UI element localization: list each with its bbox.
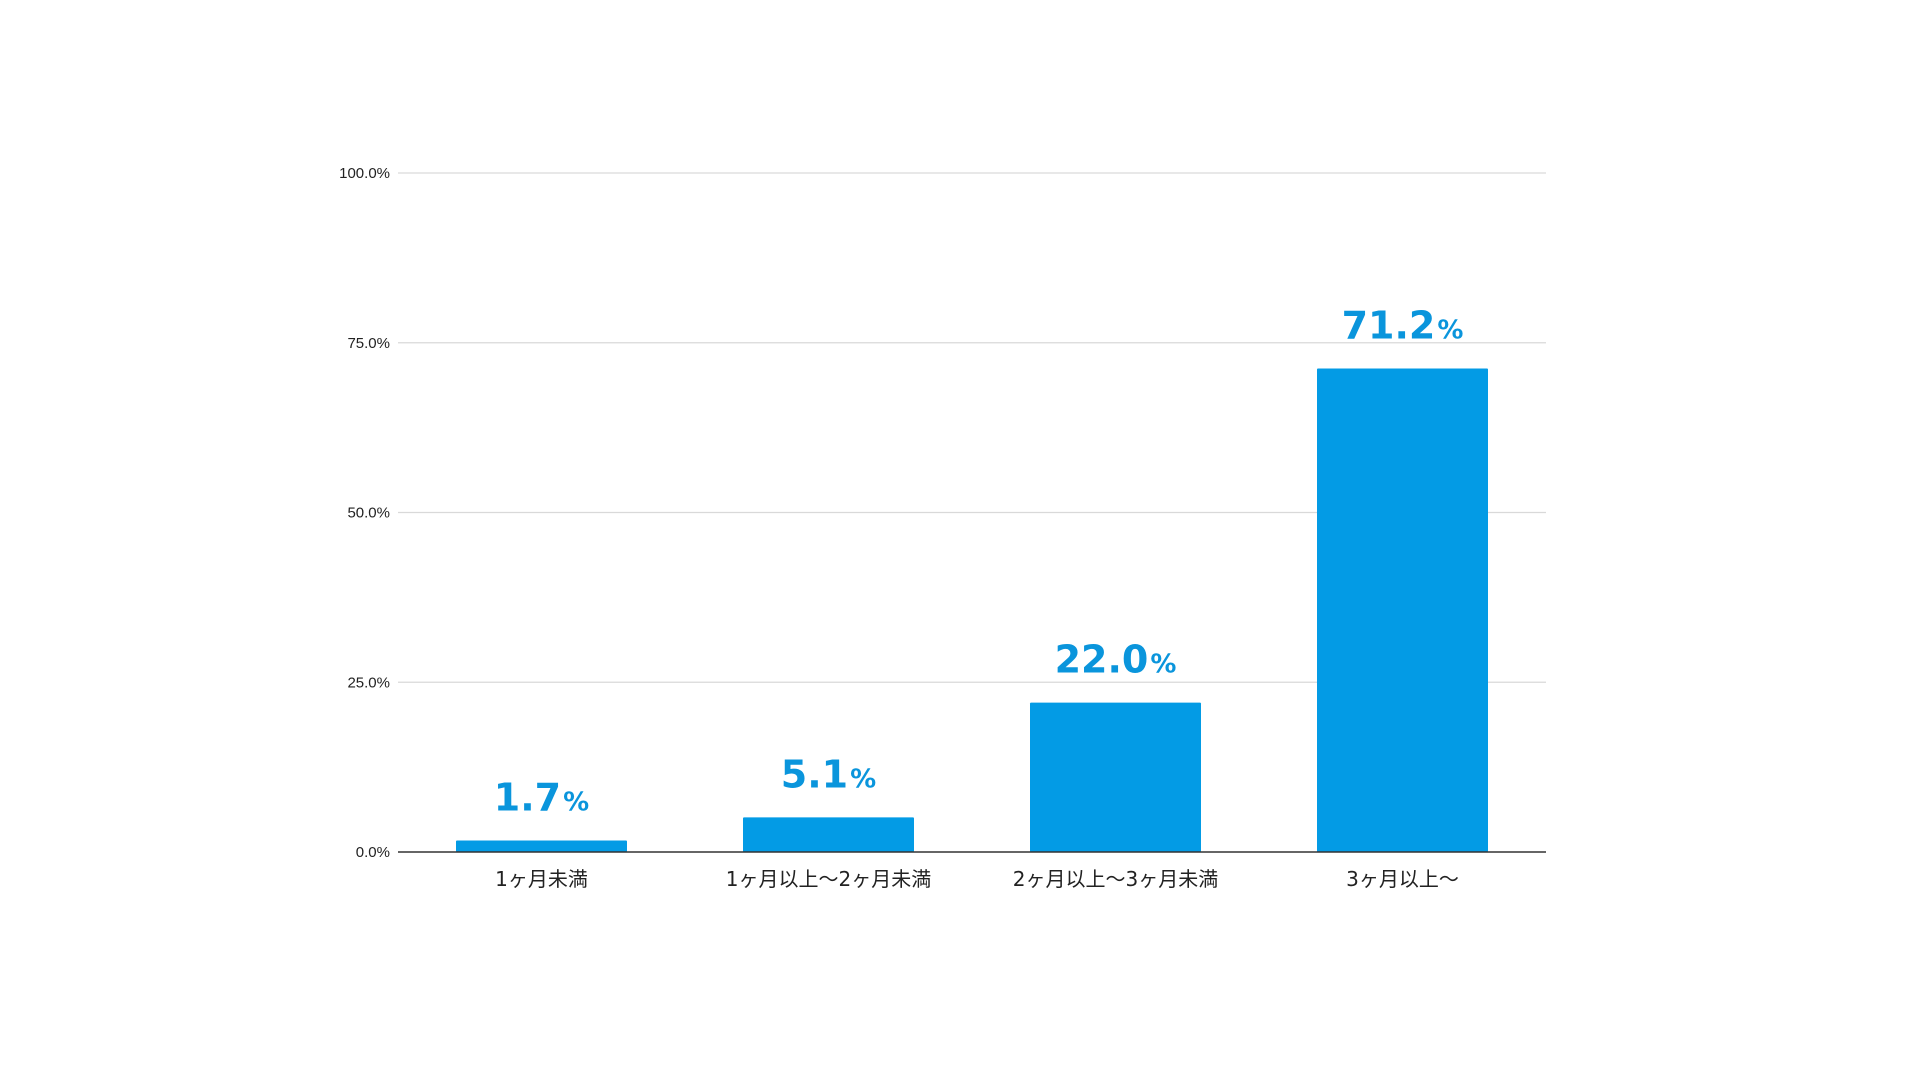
data-label-value: 5.1 [781, 752, 848, 796]
data-label-value: 22.0 [1055, 638, 1149, 682]
x-axis-category-labels: 1ヶ月未満 1ヶ月以上〜2ヶ月未満 2ヶ月以上〜3ヶ月未満 3ヶ月以上〜 [495, 867, 1459, 891]
data-label: 1.7% [494, 775, 589, 819]
bar [456, 840, 627, 852]
data-label: 5.1% [781, 752, 876, 796]
bar [743, 817, 914, 852]
data-label-unit: % [1437, 316, 1463, 346]
y-tick-label: 75.0% [347, 335, 390, 352]
data-labels: 1.7%5.1%22.0%71.2% [494, 304, 1464, 820]
data-label: 71.2% [1342, 304, 1464, 348]
y-tick-label: 0.0% [356, 844, 390, 861]
y-tick-label: 50.0% [347, 505, 390, 522]
x-category-label: 1ヶ月以上〜2ヶ月未満 [726, 867, 931, 891]
y-tick-label: 100.0% [339, 165, 390, 182]
bar [1317, 368, 1488, 852]
data-label: 22.0% [1055, 638, 1177, 682]
data-label-unit: % [1150, 650, 1176, 680]
data-label-unit: % [563, 787, 589, 817]
x-category-label: 2ヶ月以上〜3ヶ月未満 [1013, 867, 1218, 891]
bars [456, 368, 1488, 852]
data-label-unit: % [850, 764, 876, 794]
y-tick-label: 25.0% [347, 674, 390, 691]
data-label-value: 1.7 [494, 775, 561, 819]
x-category-label: 3ヶ月以上〜 [1346, 867, 1459, 891]
y-axis-tick-labels: 0.0% 25.0% 50.0% 75.0% 100.0% [339, 165, 390, 861]
x-category-label: 1ヶ月未満 [495, 867, 588, 891]
bar [1030, 702, 1201, 852]
data-label-value: 71.2 [1342, 304, 1436, 348]
